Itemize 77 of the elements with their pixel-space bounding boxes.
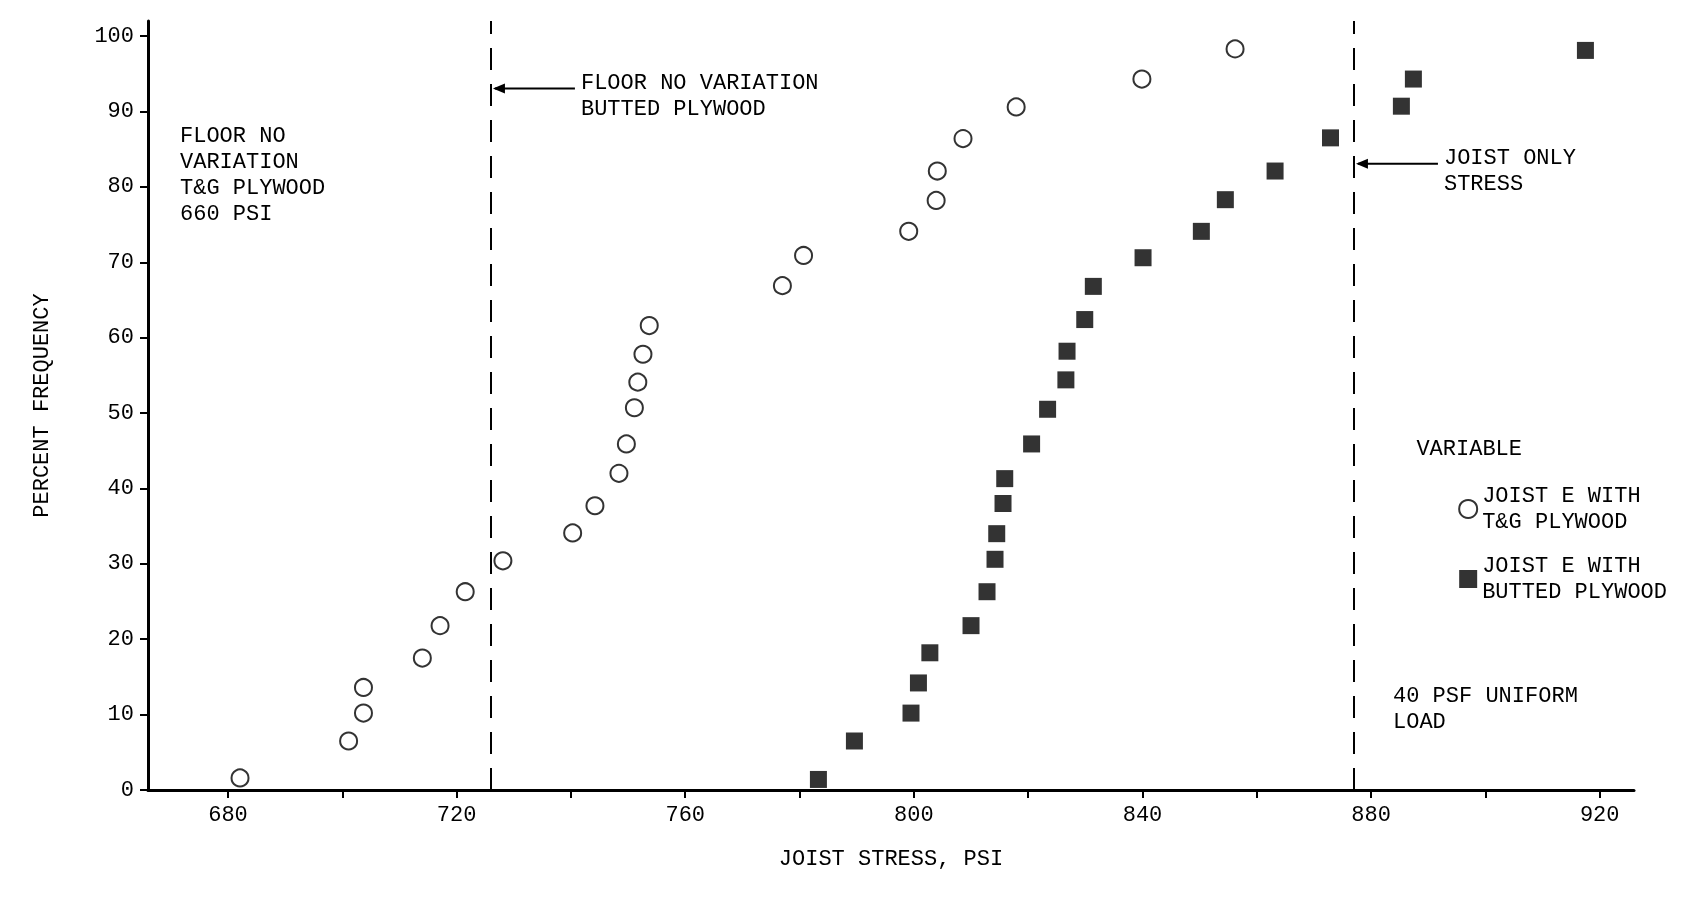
point bbox=[996, 470, 1014, 488]
point bbox=[772, 276, 792, 296]
point bbox=[988, 525, 1006, 543]
point bbox=[353, 677, 373, 697]
point bbox=[230, 768, 250, 788]
point bbox=[353, 703, 373, 723]
legend-title: VARIABLE bbox=[1416, 436, 1523, 462]
point bbox=[639, 316, 659, 336]
point bbox=[1084, 277, 1102, 295]
x-axis-title: JOIST STRESS, PSI bbox=[778, 846, 1004, 872]
y-tick-label: 50 bbox=[107, 400, 134, 426]
point bbox=[633, 344, 653, 364]
x-tick-label: 760 bbox=[665, 802, 706, 828]
point bbox=[1404, 70, 1422, 88]
point bbox=[978, 583, 996, 601]
point bbox=[1076, 311, 1094, 329]
point bbox=[1132, 69, 1152, 89]
y-tick-label: 80 bbox=[107, 174, 134, 200]
point bbox=[1392, 97, 1410, 115]
y-tick-label: 20 bbox=[107, 626, 134, 652]
x-tick-label: 840 bbox=[1122, 802, 1163, 828]
point bbox=[1225, 39, 1245, 59]
y-tick-label: 0 bbox=[120, 777, 134, 803]
point bbox=[1058, 342, 1076, 360]
y-tick-label: 40 bbox=[107, 475, 134, 501]
point bbox=[921, 644, 939, 662]
point bbox=[1216, 191, 1234, 209]
y-tick-label: 10 bbox=[107, 702, 134, 728]
x-tick-label: 720 bbox=[436, 802, 477, 828]
point bbox=[1266, 162, 1284, 180]
ref-line-label: FLOOR NO VARIATION BUTTED PLYWOOD bbox=[580, 70, 819, 122]
point bbox=[899, 221, 919, 241]
point bbox=[1057, 371, 1075, 389]
point bbox=[845, 732, 863, 750]
x-tick-label: 800 bbox=[894, 802, 934, 828]
point bbox=[1039, 400, 1057, 418]
point bbox=[953, 129, 973, 149]
legend-label: JOIST E WITH T&G PLYWOOD bbox=[1482, 483, 1641, 535]
point bbox=[909, 674, 927, 692]
point bbox=[902, 704, 920, 722]
y-tick-label: 100 bbox=[94, 23, 134, 49]
point bbox=[493, 551, 513, 571]
x-tick-label: 920 bbox=[1579, 802, 1620, 828]
annotation: 40 PSF UNIFORM LOAD bbox=[1393, 683, 1578, 735]
point bbox=[994, 495, 1012, 513]
y-axis-title: PERCENT FREQUENCY bbox=[29, 293, 55, 518]
y-tick-label: 60 bbox=[107, 325, 134, 351]
point bbox=[962, 617, 980, 635]
point bbox=[624, 398, 644, 418]
point bbox=[616, 434, 636, 454]
point bbox=[986, 550, 1004, 568]
point bbox=[1006, 97, 1026, 117]
x-tick-label: 680 bbox=[208, 802, 248, 828]
y-tick-label: 30 bbox=[107, 551, 134, 577]
point bbox=[926, 190, 946, 210]
point bbox=[1322, 129, 1340, 147]
y-tick-label: 90 bbox=[107, 98, 134, 124]
x-tick-label: 880 bbox=[1351, 802, 1391, 828]
point bbox=[1576, 41, 1594, 59]
point bbox=[563, 523, 583, 543]
point bbox=[927, 161, 947, 181]
point bbox=[1192, 222, 1210, 240]
point bbox=[455, 582, 475, 602]
annotation: FLOOR NO VARIATION T&G PLYWOOD 660 PSI bbox=[180, 123, 326, 227]
ref-line-label: JOIST ONLY STRESS bbox=[1443, 146, 1576, 198]
point bbox=[1023, 435, 1041, 453]
point bbox=[609, 463, 629, 483]
y-tick-label: 70 bbox=[107, 249, 134, 275]
point bbox=[585, 496, 605, 516]
legend-label: JOIST E WITH BUTTED PLYWOOD bbox=[1482, 553, 1668, 605]
point bbox=[412, 648, 432, 668]
point bbox=[794, 245, 814, 265]
point bbox=[809, 770, 827, 788]
point bbox=[339, 731, 359, 751]
point bbox=[1134, 249, 1152, 267]
point bbox=[430, 616, 450, 636]
point bbox=[628, 372, 648, 392]
